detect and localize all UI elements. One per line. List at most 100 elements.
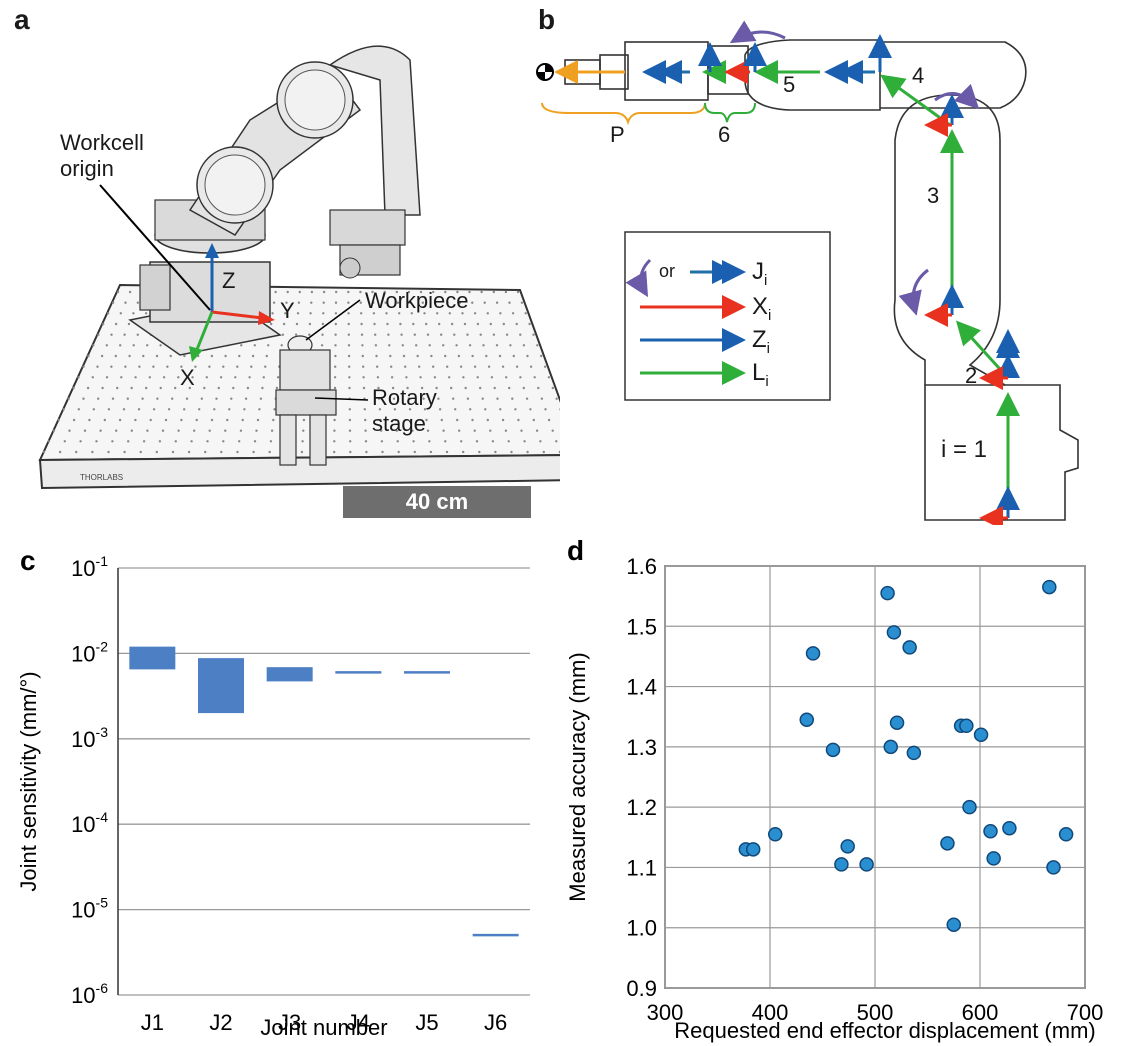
- x-axis-arrow: [194, 311, 214, 353]
- y-tick-label: 10-5: [71, 895, 108, 923]
- sensitivity-bar: [129, 646, 176, 670]
- rotary-stage-line1: Rotary: [372, 385, 437, 410]
- axis-z-label: Z: [222, 268, 236, 293]
- joint-sensitivity-chart: c 10-1 10-2 10-3 10-4 10-5 10-6 J1 J2 J3 J4 J5 J6 Joi…: [16, 545, 530, 1040]
- legend-subscript: i: [766, 339, 771, 357]
- data-point: [883, 739, 898, 755]
- data-point: [940, 836, 955, 851]
- data-point: [834, 857, 849, 872]
- data-point: [825, 742, 841, 758]
- data-point: [1002, 820, 1017, 836]
- accuracy-scatter-chart: d 0.9 1.0 1.1 1.2 1.3 1.4 1.5 1.6 300 400 500 600 700…: [565, 535, 1104, 1043]
- legend-box: [624, 231, 831, 401]
- data-point: [805, 646, 821, 661]
- sensitivity-bar: [472, 933, 519, 937]
- x-tick-label: 300: [647, 1000, 684, 1025]
- sensitivity-bar: [404, 671, 450, 674]
- y-tick-label: 1.4: [626, 675, 657, 700]
- data-point: [880, 585, 895, 601]
- x-tick-label: J2: [209, 1010, 232, 1035]
- data-point: [768, 827, 783, 842]
- data-point: [1042, 579, 1057, 595]
- axis-y-label: Y: [280, 298, 295, 323]
- y-tick-label: 10-4: [71, 809, 108, 837]
- data-point: [962, 799, 977, 815]
- robot-workcell-illustration: THORLABS: [38, 45, 560, 490]
- data-point: [799, 712, 814, 727]
- legend-entry-j: Ji: [752, 258, 767, 289]
- x-axis-label: Joint number: [260, 1015, 387, 1040]
- kinematic-chain-diagram: [536, 20, 1079, 525]
- data-point: [906, 745, 922, 761]
- panel-d-letter: d: [567, 535, 584, 566]
- x-tick-label: 600: [962, 1000, 999, 1025]
- scale-bar: 40 cm: [343, 486, 531, 518]
- x-tick-label: J4: [347, 1010, 370, 1035]
- data-point: [959, 718, 974, 734]
- sensitivity-bar: [335, 671, 382, 674]
- workcell-origin-line1: Workcell: [60, 130, 144, 155]
- legend-subscript: i: [765, 372, 769, 390]
- y-tick-label: 1.1: [626, 855, 657, 880]
- data-point: [1058, 827, 1074, 842]
- axis-x-label: X: [180, 365, 195, 390]
- y-axis-label: Joint sensitivity (mm/°): [16, 671, 41, 891]
- legend-symbol: J: [752, 258, 764, 285]
- segment-label-2: 2: [965, 363, 978, 388]
- panel-b-letter: b: [538, 4, 556, 35]
- data-point: [886, 625, 902, 640]
- segment-label-3: 3: [927, 183, 940, 208]
- y-tick-label: 10-3: [71, 724, 108, 752]
- y-axis-arrow: [211, 310, 263, 320]
- data-point: [973, 727, 989, 743]
- legend-or-text: or: [659, 261, 676, 281]
- x-tick-label: J3: [278, 1010, 301, 1035]
- table-brand: THORLABS: [80, 473, 123, 482]
- x-axis-label: Requested end effector displacement (mm): [674, 1018, 1095, 1043]
- data-point: [889, 715, 905, 730]
- brace-p-label: P: [610, 122, 625, 147]
- legend-entry-x: Xi: [752, 293, 771, 324]
- workcell-origin-line2: origin: [60, 156, 114, 181]
- data-point: [1046, 860, 1061, 875]
- data-point: [983, 824, 998, 839]
- data-point: [859, 857, 874, 872]
- data-point: [902, 640, 917, 655]
- sensitivity-bar: [198, 658, 244, 714]
- x-tick-label: J6: [484, 1010, 507, 1035]
- data-point: [946, 917, 961, 932]
- data-point: [840, 839, 855, 854]
- x-tick-label: 700: [1067, 1000, 1104, 1025]
- segment-label-4: 4: [912, 63, 925, 88]
- legend-subscript: i: [768, 306, 772, 324]
- panel-c-letter: c: [20, 545, 36, 576]
- legend-entry-z: Zi: [752, 326, 770, 357]
- y-tick-label: 10-1: [71, 553, 108, 581]
- legend-symbol: Z: [752, 326, 767, 353]
- workpiece-label: Workpiece: [365, 288, 469, 313]
- panel-a-letter: a: [14, 4, 30, 35]
- legend-subscript: i: [764, 271, 768, 289]
- rotary-stage-label: Rotary stage: [372, 385, 437, 437]
- segment-label-1: i = 1: [941, 436, 988, 463]
- x-tick-label: 500: [857, 1000, 894, 1025]
- y-tick-label: 0.9: [626, 976, 657, 1001]
- y-tick-label: 10-2: [71, 638, 108, 666]
- sensitivity-bar: [266, 667, 313, 682]
- x-tick-label: 400: [752, 1000, 789, 1025]
- y-tick-label: 1.0: [626, 916, 657, 941]
- y-tick-label: 1.5: [626, 614, 657, 639]
- legend-symbol: X: [752, 293, 769, 320]
- rotary-stage-line2: stage: [372, 411, 426, 436]
- y-tick-label: 1.3: [626, 735, 657, 760]
- y-tick-label: 1.6: [626, 554, 657, 579]
- brace-6-label: 6: [718, 122, 731, 147]
- legend-symbol: L: [752, 359, 766, 386]
- x-tick-label: J5: [415, 1010, 438, 1035]
- y-tick-label: 10-6: [71, 980, 108, 1008]
- segment-label-5: 5: [783, 72, 796, 97]
- y-tick-label: 1.2: [626, 795, 657, 820]
- legend-entry-l: Li: [752, 359, 769, 390]
- x-tick-label: J1: [141, 1010, 164, 1035]
- workcell-origin-label: Workcell origin: [60, 130, 144, 182]
